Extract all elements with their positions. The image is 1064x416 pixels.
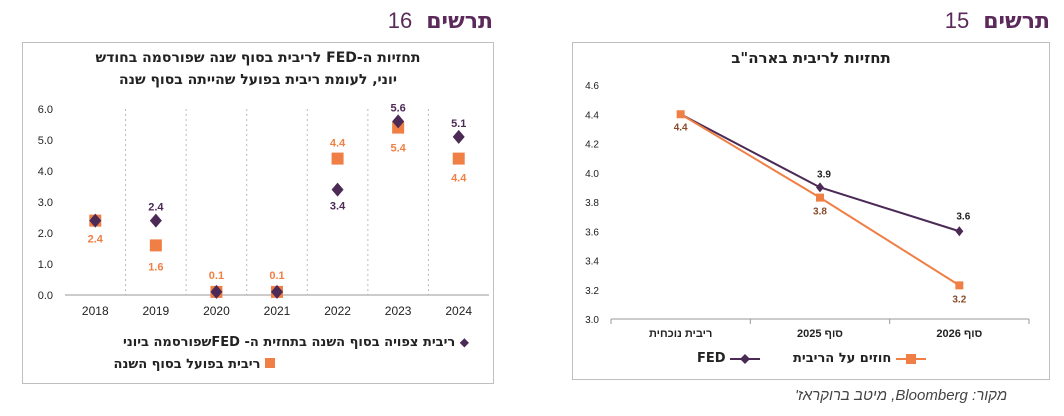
chart-16-actual-label: 5.4 [390, 143, 406, 155]
chart-16-actual-point [149, 239, 162, 252]
chart-16-legend-square: ריבית בפועל בסוף השנה [114, 357, 275, 372]
chart-16-forecast-point [149, 213, 162, 228]
chart-16-x-tick: 2021 [264, 304, 291, 318]
chart-16-legend-diamond-label: ריבית צפויה בסוף השנה בתחזית ה- FEDשפורס… [123, 335, 456, 350]
chart-15-futures-point [816, 193, 824, 202]
chart-16-forecast-point [452, 129, 465, 144]
chart-15-x-tick: ריבית נוכחית [649, 328, 712, 340]
chart-16-forecast-point [271, 284, 283, 299]
chart-15-futures-label: 3.8 [813, 207, 827, 218]
chart-15-x-tick: סוף 2026 [936, 328, 982, 340]
chart-16-x-tick: 2024 [445, 304, 472, 318]
chart-16-actual-label: 1.6 [148, 261, 163, 273]
chart-16-forecast-point [210, 284, 223, 299]
chart-16-legend-diamond: ◆ ריבית צפויה בסוף השנה בתחזית ה- FEDשפו… [123, 335, 469, 350]
chart-16-actual-point [452, 152, 465, 165]
futures-legend-line-icon [895, 353, 926, 364]
chart-15-fed-label: 3.9 [817, 169, 831, 180]
chart-16-y-tick: 0.0 [38, 290, 53, 302]
chart-16-plot: 0.0 1.0 2.0 3.0 4.0 5.0 6.0 2018 2019 2020 2021 202… [38, 102, 489, 318]
chart-15-y-tick: 4.6 [585, 81, 599, 92]
chart-15-futures-label: 3.2 [952, 294, 966, 305]
chart-15-legend-fed: FED [697, 351, 761, 366]
chart-16-actual-label: 0.1 [269, 270, 284, 282]
chart-16-y-tick: 5.0 [38, 135, 53, 147]
chart-16-y-tick: 1.0 [38, 259, 53, 271]
chart-15-plot: 3.0 3.2 3.4 3.6 3.8 4.0 4.2 4.4 4.6 ריבית נוכחית ס… [585, 81, 1030, 340]
chart-16-legend-square-label: ריבית בפועל בסוף השנה [113, 357, 261, 372]
source-note: מקור: Bloomberg, מיטב ברוקראז' [795, 387, 1008, 404]
chart-16-x-tick: 2023 [385, 304, 412, 318]
chart-16-actual-label: 4.4 [330, 138, 346, 150]
chart-16-y-tick: 6.0 [38, 104, 53, 116]
chart-16-title-line1: תחזיות ה-FED לריבית בסוף שנה שפורסמה בחו… [95, 50, 421, 66]
chart-16-x-tick: 2022 [324, 304, 351, 318]
chart-16-header: תרשים 16 [387, 8, 493, 34]
chart-15-header: תרשים 15 [944, 8, 1050, 34]
fed-legend-line-icon [730, 353, 761, 364]
chart-16-forecast-point [89, 213, 102, 228]
chart-16-x-tick: 2020 [203, 304, 230, 318]
chart-16-title-line2: יוני, לעומת ריבית בפועל שהייתה בסוף שנה [119, 72, 397, 88]
chart-15-y-tick: 4.2 [585, 140, 599, 151]
chart-15-y-tick: 4.4 [585, 110, 599, 121]
chart-16-actual-label: 4.4 [451, 173, 467, 185]
chart-15-legend-fed-label: FED [697, 351, 726, 366]
chart-15-fed-label: 3.6 [956, 211, 970, 222]
chart-15-y-tick: 3.8 [585, 198, 599, 209]
chart-15-y-tick: 3.4 [585, 257, 599, 268]
chart-16-forecast-label: 5.1 [451, 118, 466, 130]
chart-15-futures-point [676, 110, 685, 119]
chart-16-forecast-label: 3.4 [330, 201, 346, 213]
chart-15-futures-point [955, 281, 964, 290]
chart-15-fed-point [955, 226, 964, 237]
chart-16-y-tick: 2.0 [38, 228, 53, 240]
chart-15-panel: תחזיות לריבית בארה"ב 3.0 3.2 3.4 3.6 3.8 4.0 4… [572, 42, 1050, 380]
chart-16-forecast-point [331, 182, 344, 197]
chart-16-panel: תחזיות ה-FED לריבית בסוף שנה שפורסמה בחו… [22, 42, 494, 384]
chart-15-fed-point [816, 182, 824, 193]
chart-15-x-tick: סוף 2025 [797, 328, 843, 340]
chart-16-x-tick: 2019 [143, 304, 170, 318]
chart-16-y-tick: 3.0 [38, 197, 53, 209]
chart-16-forecast-label: 5.6 [390, 102, 405, 114]
chart-15-legend-futures-label: חוזים על הריבית [793, 351, 892, 366]
chart-16-title: תחזיות ה-FED לריבית בסוף שנה שפורסמה בחו… [23, 47, 493, 91]
chart-15-y-tick: 3.2 [585, 286, 599, 297]
chart-15-y-tick: 3.0 [585, 315, 599, 326]
chart-16-actual-point [331, 152, 344, 165]
chart-15-y-tick: 3.6 [585, 227, 599, 238]
chart-16-forecast-point [392, 114, 405, 129]
chart-16-y-tick: 4.0 [38, 166, 53, 178]
chart-15-title: תחזיות לריבית בארה"ב [731, 49, 891, 67]
chart-16-x-tick: 2018 [82, 304, 109, 318]
chart-15-legend-futures: חוזים על הריבית [793, 351, 926, 366]
chart-16-forecast-label: 2.4 [148, 202, 164, 214]
chart-16-actual-label: 0.1 [209, 270, 224, 282]
chart-15-y-tick: 4.0 [585, 169, 599, 180]
chart-16-actual-label: 2.4 [88, 234, 104, 246]
chart-15-futures-label: 4.4 [674, 122, 688, 133]
